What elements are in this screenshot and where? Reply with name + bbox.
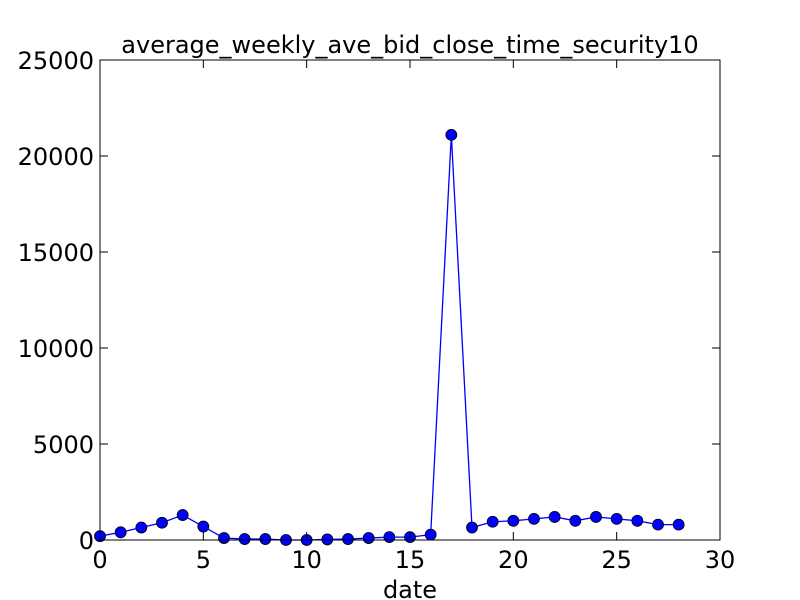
data-point <box>135 521 148 534</box>
data-point <box>486 515 499 528</box>
x-tick-label: 5 <box>196 546 211 574</box>
data-point <box>672 518 685 531</box>
y-tick-label: 20000 <box>18 143 94 171</box>
chart-title: average_weekly_ave_bid_close_time_securi… <box>121 31 698 59</box>
data-point <box>548 511 561 523</box>
plot-area <box>94 128 685 546</box>
data-point <box>156 516 168 529</box>
y-axis: 0 5000 10000 15000 20000 25000 <box>18 47 720 555</box>
data-point <box>362 532 375 544</box>
data-point <box>466 521 478 534</box>
x-tick-label: 25 <box>601 546 632 574</box>
x-axis-label: date <box>383 576 437 600</box>
x-tick-label: 10 <box>291 546 322 574</box>
x-tick-label: 20 <box>498 546 529 574</box>
data-point <box>342 533 354 545</box>
data-point <box>610 512 623 525</box>
data-point <box>176 509 189 521</box>
x-tick-label: 0 <box>92 546 107 574</box>
data-point <box>507 514 520 527</box>
data-point <box>590 511 602 523</box>
data-point <box>569 514 582 527</box>
data-point <box>528 512 540 525</box>
data-point <box>218 532 230 544</box>
data-point <box>631 514 644 527</box>
data-point <box>259 533 272 545</box>
x-axis: 0 5 10 15 20 25 30 <box>92 60 735 574</box>
y-tick-label: 5000 <box>33 431 94 459</box>
data-point <box>652 518 664 531</box>
data-point <box>114 526 127 539</box>
x-tick-label: 15 <box>395 546 426 574</box>
series-line <box>99 134 679 541</box>
data-point <box>383 531 396 544</box>
y-tick-label: 10000 <box>18 335 94 363</box>
plot-frame <box>99 59 721 541</box>
data-point <box>424 528 437 541</box>
data-point <box>238 533 251 545</box>
y-tick-label: 25000 <box>18 47 94 75</box>
y-tick-label: 0 <box>79 527 94 555</box>
data-point <box>321 533 334 546</box>
y-tick-label: 15000 <box>18 239 94 267</box>
data-point <box>197 520 210 533</box>
x-tick-label: 30 <box>705 546 736 574</box>
data-point <box>445 128 458 141</box>
